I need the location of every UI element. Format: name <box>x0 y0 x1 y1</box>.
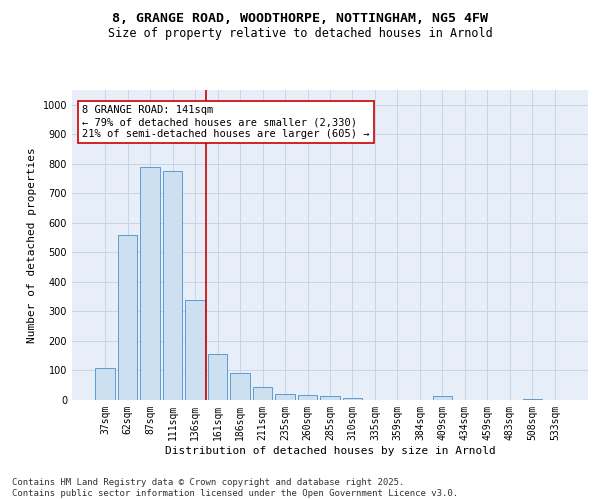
Bar <box>523 398 542 400</box>
Y-axis label: Number of detached properties: Number of detached properties <box>27 147 37 343</box>
Bar <box>298 394 317 400</box>
Text: Contains HM Land Registry data © Crown copyright and database right 2025.
Contai: Contains HM Land Registry data © Crown c… <box>12 478 458 498</box>
Bar <box>140 167 160 400</box>
Bar <box>185 300 205 400</box>
Bar <box>343 398 362 400</box>
Text: Size of property relative to detached houses in Arnold: Size of property relative to detached ho… <box>107 28 493 40</box>
Bar <box>433 396 452 400</box>
Text: 8 GRANGE ROAD: 141sqm
← 79% of detached houses are smaller (2,330)
21% of semi-d: 8 GRANGE ROAD: 141sqm ← 79% of detached … <box>82 106 370 138</box>
X-axis label: Distribution of detached houses by size in Arnold: Distribution of detached houses by size … <box>164 446 496 456</box>
Bar <box>275 394 295 400</box>
Bar <box>230 374 250 400</box>
Bar <box>208 354 227 400</box>
Bar <box>163 171 182 400</box>
Bar <box>118 234 137 400</box>
Text: 8, GRANGE ROAD, WOODTHORPE, NOTTINGHAM, NG5 4FW: 8, GRANGE ROAD, WOODTHORPE, NOTTINGHAM, … <box>112 12 488 26</box>
Bar <box>320 396 340 400</box>
Bar <box>95 368 115 400</box>
Bar <box>253 386 272 400</box>
